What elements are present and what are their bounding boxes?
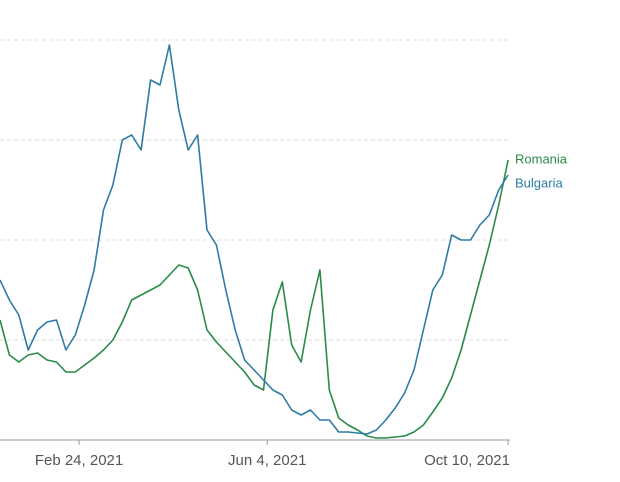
x-tick-label: Feb 24, 2021 [35,452,123,469]
series-label: Romania [515,151,568,166]
series-line [0,44,509,435]
x-tick-label: Jun 4, 2021 [228,452,306,469]
series-label: Bulgaria [515,175,563,190]
x-tick-label: Oct 10, 2021 [424,452,510,469]
series-line [0,159,509,439]
